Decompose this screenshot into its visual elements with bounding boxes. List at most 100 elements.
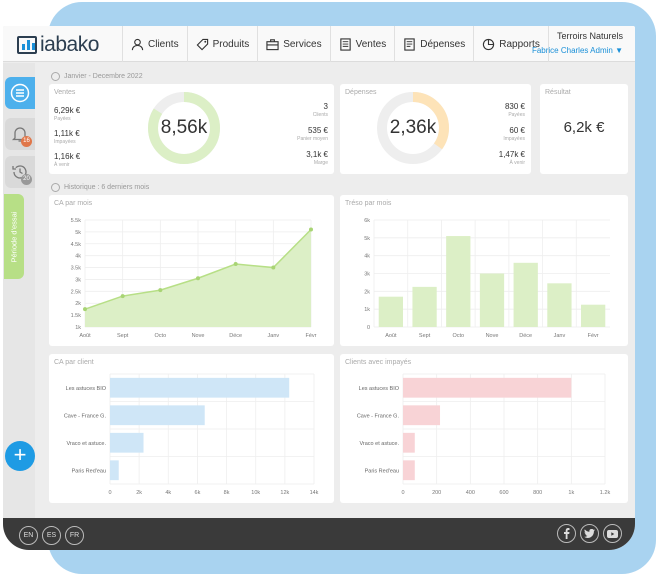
depenses-avenir-value: 1,47k € [498, 150, 525, 159]
trial-period-label: Période d'essai [9, 210, 19, 263]
treso-par-mois-card[interactable]: Tréso par mois 0 1k 2k 3k 4k 5k 6k Août Sept Octo… [340, 195, 628, 346]
category-label: Paris Red'eau [365, 468, 399, 474]
nav-clients[interactable]: Clients [122, 26, 187, 62]
period-selector[interactable]: Janvier - Decembre 2022 [51, 72, 143, 81]
y-tick-label: 5.5k [71, 218, 82, 224]
ventes-impayees-label: Impayées [54, 139, 76, 145]
bar [110, 405, 205, 426]
x-tick-label: Octo [155, 333, 167, 339]
chart-title: Clients avec impayés [345, 359, 412, 366]
y-tick-label: 3k [364, 272, 370, 278]
x-tick-label: Févr [306, 333, 317, 339]
x-tick-label: Nove [192, 333, 205, 339]
x-tick-label: Août [385, 333, 397, 339]
ca-par-client-card[interactable]: CA par client 0 2k 4k 6k 8k 10k 12k 14k Les astu… [49, 354, 334, 503]
data-point [158, 288, 163, 293]
sidebar: 16 20 Période d'essai [3, 63, 35, 518]
ventes-avenir-label: À venir [54, 162, 70, 168]
history-button[interactable]: 20 [5, 156, 35, 188]
category-label: Les astuces BIO [66, 386, 107, 392]
x-tick-label: 10k [251, 490, 260, 496]
ventes-stat: 535 € Panier moyen [297, 126, 328, 142]
ventes-stat: 3 Clients [313, 102, 328, 118]
depenses-payees-label: Payées [508, 112, 525, 118]
facebook-button[interactable] [557, 524, 576, 543]
y-tick-label: 2.5k [71, 289, 82, 295]
ventes-clients-label: Clients [312, 112, 328, 118]
ventes-donut [148, 92, 220, 164]
bar [110, 460, 119, 481]
category-label: Vraco et astuce. [359, 441, 399, 447]
ventes-card[interactable]: Ventes 6,29k € Payées 1,11k € Impayées 1,1… [49, 84, 334, 174]
bar [378, 296, 403, 327]
bar [403, 377, 572, 398]
receipt-icon [404, 37, 415, 51]
x-tick-label: 2k [136, 490, 142, 496]
ventes-title: Ventes [54, 89, 76, 96]
clients-impayes-chart: 0 200 400 600 800 1k 1.2k Les astuces BIO Cave -… [357, 373, 610, 496]
bar [581, 304, 606, 327]
nav-produits-label: Produits [212, 38, 250, 50]
y-tick-label: 4k [75, 254, 81, 260]
nav-ventes-label: Ventes [355, 38, 387, 50]
menu-button[interactable] [5, 77, 35, 109]
x-tick-label: 0 [401, 490, 404, 496]
data-point [196, 276, 200, 281]
depenses-stat: 60 € Impayées [503, 126, 525, 142]
y-tick-label: 2k [75, 301, 81, 307]
resultat-value: 6,2k € [563, 119, 605, 136]
ca-par-mois-card[interactable]: CA par mois 1k 1.5k 2k 2.5k 3k 3.5k 4k 4.5k 5k 5.… [49, 195, 334, 346]
lang-en-button[interactable]: EN [19, 526, 38, 545]
logo-icon [17, 36, 37, 54]
ca-par-mois-chart: 1k 1.5k 2k 2.5k 3k 3.5k 4k 4.5k 5k 5.5k Août Sept Oc… [71, 218, 317, 339]
treso-par-mois-chart: 0 1k 2k 3k 4k 5k 6k Août Sept Octo Nove Déce Janv Fév… [364, 218, 610, 339]
notifications-button[interactable]: 16 [5, 118, 35, 150]
x-tick-label: Févr [588, 333, 599, 339]
x-tick-label: 14k [310, 490, 319, 496]
ventes-stat: 6,29k € Payées [54, 106, 80, 122]
y-tick-label: 3k [75, 277, 81, 283]
add-button[interactable]: + [5, 441, 35, 471]
resultat-card[interactable]: Résultat 6,2k € [540, 84, 628, 174]
ventes-avenir-value: 1,16k € [54, 152, 81, 161]
clients-impayes-card[interactable]: Clients avec impayés 0 200 400 600 800 1k 1.2k… [340, 354, 628, 503]
lang-fr-button[interactable]: FR [65, 526, 84, 545]
logo[interactable]: iabako [17, 34, 99, 56]
y-tick-label: 5k [364, 236, 370, 242]
ventes-payees-value: 6,29k € [54, 106, 81, 115]
nav-rapports-label: Rapports [499, 38, 540, 50]
x-tick-label: Nove [486, 333, 499, 339]
youtube-button[interactable] [603, 524, 622, 543]
user-icon [131, 38, 144, 50]
data-point [309, 227, 313, 232]
nav-rapports[interactable]: Rapports [473, 26, 549, 62]
chart-title: CA par mois [54, 200, 93, 207]
pie-chart-icon [483, 38, 495, 50]
category-label: Cave - France G. [64, 413, 107, 419]
org-name: Terroirs Naturels [556, 31, 623, 41]
nav-clients-label: Clients [148, 38, 179, 50]
y-tick-label: 5k [75, 230, 81, 236]
user-menu[interactable]: Fabrice Charles Admin ▼ [531, 46, 623, 55]
x-tick-label: 600 [499, 490, 508, 496]
nav-services-label: Services [283, 38, 322, 50]
nav-services[interactable]: Services [257, 26, 329, 62]
ventes-donut-arc [148, 92, 220, 164]
lang-es-button[interactable]: ES [42, 526, 61, 545]
twitter-button[interactable] [580, 524, 599, 543]
nav-ventes[interactable]: Ventes [329, 26, 395, 62]
nav-depenses[interactable]: Dépenses [394, 26, 473, 62]
tag-icon [196, 38, 208, 50]
history-selector[interactable]: Historique : 6 derniers mois [51, 183, 149, 192]
trial-period-tab[interactable]: Période d'essai [4, 194, 24, 279]
y-tick-label: 6k [364, 218, 370, 224]
data-point [271, 265, 276, 270]
bar [403, 460, 415, 481]
depenses-card[interactable]: Dépenses 2,36k 830 € Payées 60 € Impayées … [340, 84, 531, 174]
ventes-marge-value: 3,1k € [306, 150, 328, 159]
bar [110, 377, 290, 398]
nav-produits[interactable]: Produits [186, 26, 258, 62]
ventes-payees-label: Payées [54, 116, 71, 122]
x-tick-label: 0 [108, 490, 111, 496]
x-tick-label: 400 [466, 490, 475, 496]
